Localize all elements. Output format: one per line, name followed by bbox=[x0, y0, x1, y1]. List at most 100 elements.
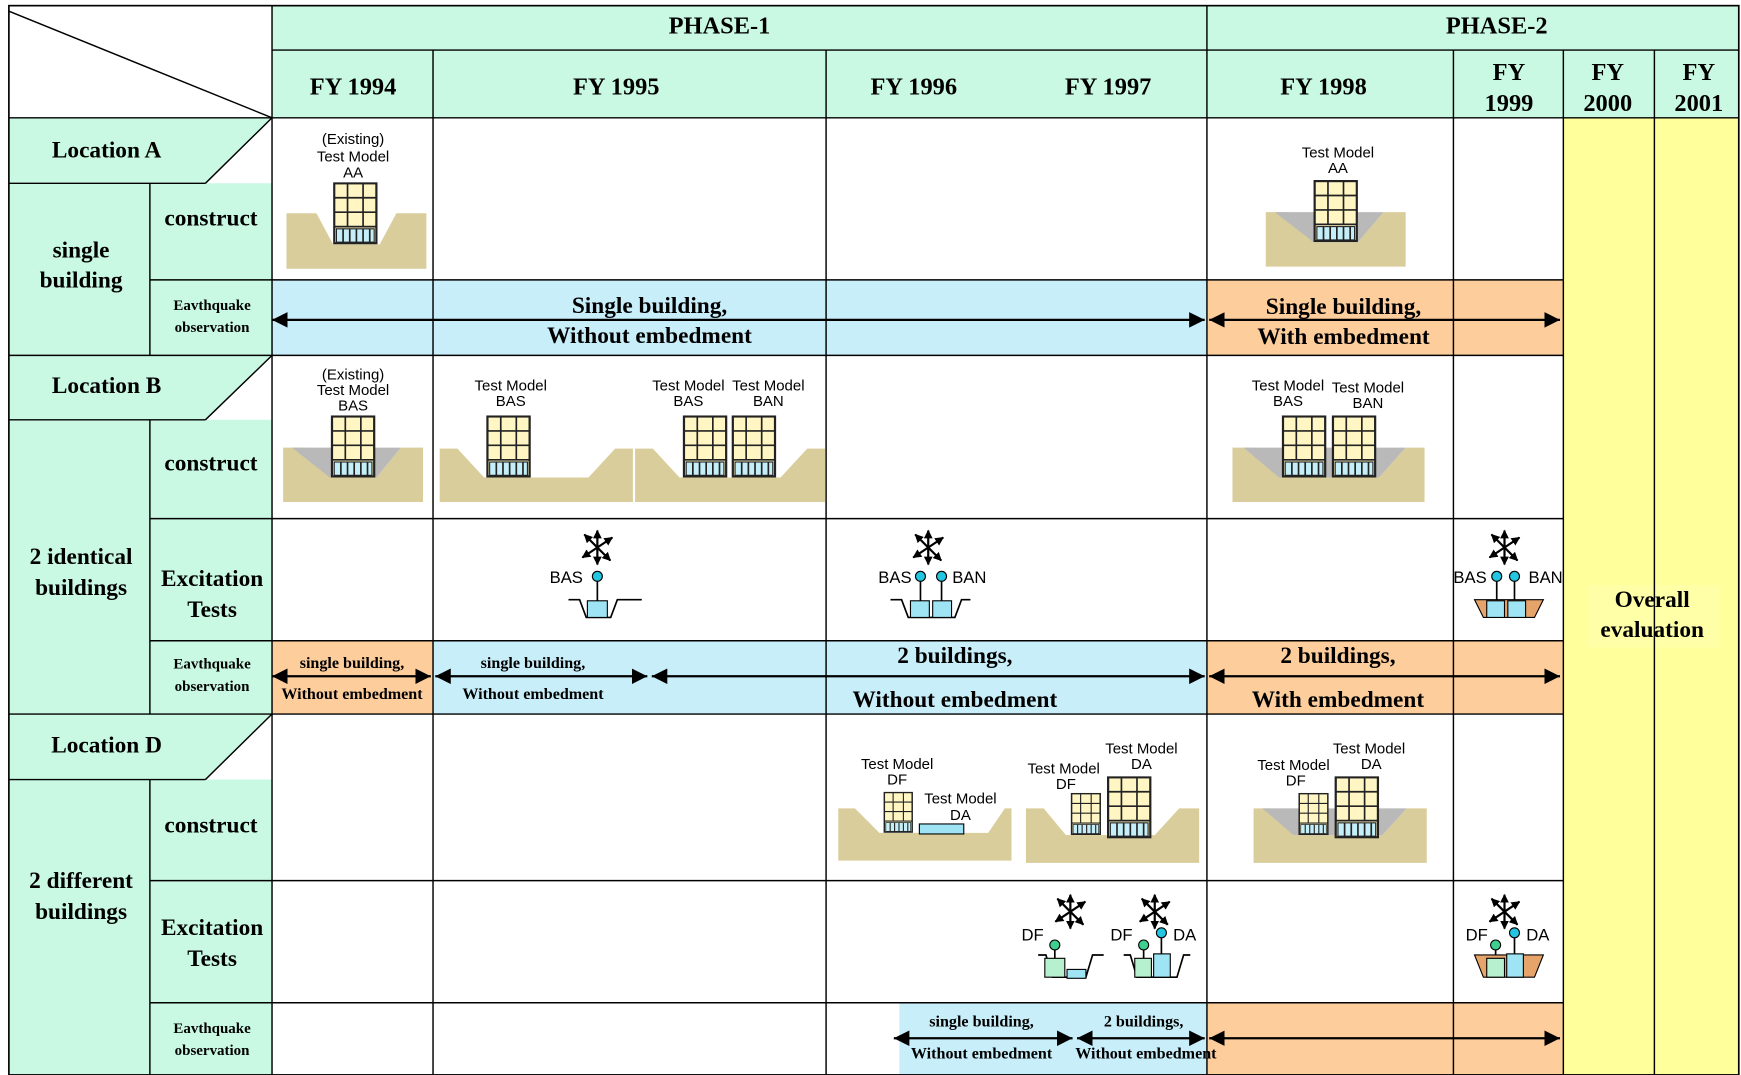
shape-use bbox=[333, 182, 378, 245]
bar-label: 2 buildings, bbox=[1104, 1013, 1184, 1030]
model-label: AA bbox=[343, 164, 363, 181]
year-label: 2001 bbox=[1674, 90, 1723, 117]
shape-use bbox=[1298, 792, 1329, 836]
bar-label: With embedment bbox=[1252, 687, 1425, 713]
shape-polygon bbox=[283, 447, 424, 502]
model-label: (Existing) bbox=[322, 366, 384, 383]
model-label: (Existing) bbox=[322, 131, 384, 148]
excitation-label: DF bbox=[1466, 925, 1488, 944]
overall-label: evaluation bbox=[1600, 617, 1704, 643]
shape-circle bbox=[1155, 927, 1167, 939]
bar-label: With embedment bbox=[1257, 324, 1430, 350]
shape-use bbox=[1490, 895, 1520, 929]
row-label: Tests bbox=[187, 597, 237, 623]
shape-polygon bbox=[635, 448, 825, 502]
model-label: DA bbox=[950, 807, 971, 824]
model-label: Test Model bbox=[924, 790, 996, 807]
year-label: FY 1995 bbox=[573, 74, 660, 101]
shape-rect bbox=[1507, 600, 1527, 618]
shape-use bbox=[1106, 776, 1152, 839]
group-label: buildings bbox=[35, 575, 127, 601]
shape-use bbox=[1055, 895, 1085, 929]
row-label: construct bbox=[164, 813, 257, 839]
shape-use bbox=[486, 415, 531, 478]
year-label: FY 1996 bbox=[871, 74, 958, 101]
shape-rect bbox=[1066, 968, 1087, 979]
shape-use bbox=[913, 531, 943, 565]
model-label: DF bbox=[887, 772, 907, 789]
shape-use bbox=[1313, 179, 1358, 243]
bar-label: Without embedment bbox=[462, 686, 604, 703]
shape-rect bbox=[1506, 953, 1524, 978]
shape-circle bbox=[591, 570, 603, 582]
shape-rect bbox=[909, 600, 930, 618]
shape-rect bbox=[1153, 953, 1171, 978]
shape-use bbox=[330, 415, 376, 478]
location-label: Location A bbox=[52, 138, 162, 164]
shape-use bbox=[1334, 776, 1380, 839]
shape-line bbox=[204, 117, 273, 184]
excitation-label: DA bbox=[1173, 925, 1197, 944]
shape-rect bbox=[1134, 957, 1152, 978]
model-label: Test Model bbox=[861, 756, 933, 773]
bar-label: Single building, bbox=[1266, 294, 1421, 320]
model-label: BAN bbox=[1353, 395, 1384, 412]
shape-use bbox=[731, 415, 777, 478]
row-label: construct bbox=[164, 205, 257, 231]
model-label: Test Model bbox=[732, 377, 804, 394]
shape-polygon bbox=[439, 448, 633, 502]
shape-use bbox=[682, 415, 728, 478]
year-label: FY bbox=[1683, 59, 1716, 86]
shape-polygon bbox=[286, 213, 427, 269]
row-label: Eavthquake bbox=[173, 657, 251, 673]
shape-rect bbox=[1486, 600, 1506, 618]
row-label: observation bbox=[175, 320, 251, 336]
bar-label: Single building, bbox=[572, 293, 727, 319]
excitation-label: DA bbox=[1526, 925, 1550, 944]
shape-line bbox=[8, 10, 273, 119]
shape-use bbox=[582, 531, 612, 565]
row-label: construct bbox=[164, 451, 257, 477]
shape-rect bbox=[918, 823, 965, 835]
model-label: Test Model bbox=[475, 377, 547, 394]
shape-line bbox=[204, 713, 273, 781]
model-label: DA bbox=[1361, 756, 1382, 773]
row-label: Tests bbox=[187, 946, 237, 972]
shape-polygon bbox=[1265, 212, 1406, 267]
row-label: Eavthquake bbox=[173, 298, 251, 314]
bar-label: Without embedment bbox=[853, 687, 1058, 713]
bar-label: single building, bbox=[929, 1013, 1034, 1030]
year-label: FY 1994 bbox=[310, 74, 397, 101]
location-label: Location D bbox=[51, 733, 162, 759]
model-label: Test Model bbox=[652, 377, 724, 394]
year-label: FY bbox=[1591, 59, 1624, 86]
excitation-label: BAN bbox=[952, 568, 986, 587]
bar-label: single building, bbox=[300, 655, 405, 672]
shape-circle bbox=[1138, 939, 1150, 951]
year-label: FY 1998 bbox=[1280, 74, 1367, 101]
shape-use bbox=[1490, 531, 1520, 565]
group-label: building bbox=[40, 267, 123, 293]
group-label: buildings bbox=[35, 899, 127, 925]
shape-path bbox=[890, 598, 971, 619]
model-label: Test Model bbox=[1252, 377, 1324, 394]
shape-circle bbox=[1508, 927, 1521, 939]
bar-label: Without embedment bbox=[1075, 1046, 1217, 1063]
model-label: Test Model bbox=[317, 149, 389, 166]
bar-label: 2 buildings, bbox=[897, 643, 1012, 669]
group-label: 2 identical bbox=[30, 544, 133, 570]
model-label: Test Model bbox=[1257, 757, 1329, 774]
bar-label: Without embedment bbox=[911, 1046, 1053, 1063]
bar-label: single building, bbox=[481, 655, 586, 672]
year-label: 1999 bbox=[1485, 90, 1534, 117]
shape-rect bbox=[586, 600, 608, 618]
model-label: BAS bbox=[496, 393, 526, 410]
row-label: Eavthquake bbox=[173, 1021, 251, 1037]
shape-use bbox=[1281, 415, 1327, 478]
excitation-label: DF bbox=[1110, 925, 1132, 944]
year-label: FY bbox=[1493, 59, 1526, 86]
shape-circle bbox=[1490, 939, 1502, 951]
group-label: 2 different bbox=[29, 868, 133, 894]
row-label: observation bbox=[175, 1043, 251, 1059]
